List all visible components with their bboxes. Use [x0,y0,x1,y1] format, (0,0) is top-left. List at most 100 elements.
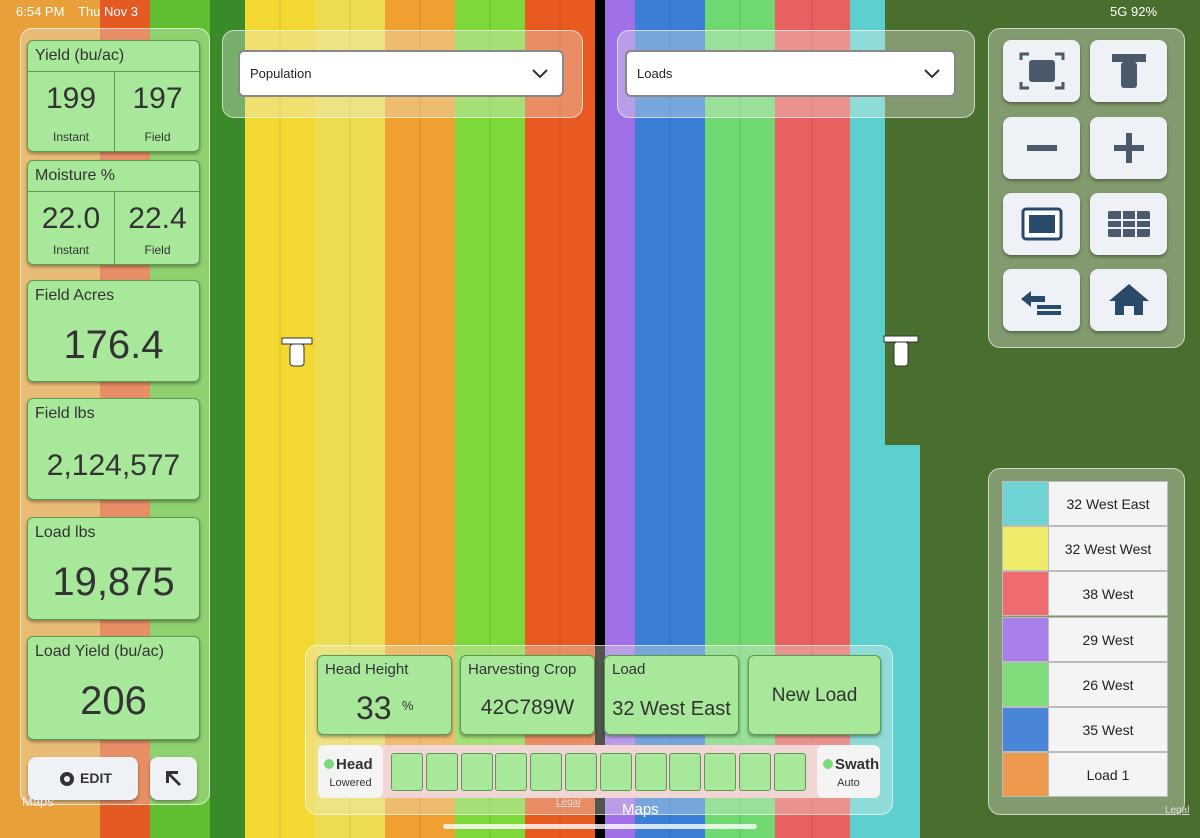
dropdown[interactable]: Loads [625,50,956,97]
map-control-button[interactable] [1090,269,1167,331]
map-control-button[interactable] [1003,193,1080,255]
stat-title: Moisture % [35,167,116,184]
stat-value: 197 [132,82,183,115]
button-icon [1021,207,1063,241]
status-battery: 92% [1131,4,1158,19]
expand-button[interactable] [150,757,197,800]
status-title: Load [612,661,646,678]
legend-row[interactable]: 38 West [1002,571,1168,617]
stat-title: Load lbs [35,524,96,541]
section-box[interactable] [634,753,667,791]
map-control-button[interactable] [1003,40,1080,102]
maps-attribution: Maps [622,801,659,818]
head-label: Head [336,756,373,773]
maps-attribution: Maps [22,794,54,809]
status-dot [324,759,334,769]
status-value: 32 West East [612,698,731,720]
head-toggle[interactable]: Head Lowered [318,745,383,798]
legend-row[interactable]: 32 West East [1002,481,1168,526]
status-tile[interactable]: Load 32 West East [604,655,739,735]
map-control-button[interactable] [1003,117,1080,179]
status-unit: % [402,698,414,713]
legend-name: 29 West [1082,631,1134,648]
stat-cell: 199 Instant [28,71,114,152]
status-title: Harvesting Crop [468,661,577,678]
legal-link[interactable]: Legal [1165,805,1190,816]
swath-toggle[interactable]: Swath Auto [817,745,880,798]
section-box[interactable] [425,753,458,791]
status-tile[interactable]: Harvesting Crop 42C789W [460,655,595,735]
stat-value: 2,124,577 [46,449,181,482]
map-control-button[interactable] [1090,193,1167,255]
button-icon [1112,54,1146,88]
button-icon [1109,284,1149,315]
section-box[interactable] [391,753,423,791]
edit-button[interactable]: EDIT [28,757,138,800]
legend-name: 35 West [1082,722,1134,738]
legend-row[interactable]: 35 West [1002,707,1168,752]
section-box[interactable] [599,753,632,791]
button-icon [1114,133,1144,163]
new-load-button[interactable]: New Load [748,655,881,735]
stat-value: 199 [45,82,97,115]
stat-tile[interactable]: Moisture % 22.0 Instant 22.4 Field [27,160,200,265]
stat-title: Yield (bu/ac) [35,47,125,64]
status-dot [823,759,833,769]
stat-tile[interactable]: Field Acres 176.4 [27,280,200,382]
status-value: 33 [356,690,392,726]
stat-title: Load Yield (bu/ac) [35,643,164,660]
legend-name: 32 West West [1064,541,1152,558]
gear-icon [60,772,74,786]
legend-swatch [1003,662,1049,706]
section-box[interactable] [565,753,597,791]
stat-cell: 197 Field [114,71,200,152]
section-box[interactable] [739,753,771,791]
button-icon [1027,145,1057,151]
status-value: 42C789W [480,696,575,719]
legend-swatch [1003,617,1049,661]
button-icon [1108,211,1150,237]
map-control-button[interactable] [1090,117,1167,179]
edit-label: EDIT [80,770,112,786]
status-tile[interactable]: Head Height 33% [317,655,452,735]
legend-name: 26 West [1082,676,1134,693]
head-state: Lowered [329,777,372,789]
section-box[interactable] [495,753,528,791]
section-bar: Head Lowered Swath Auto [318,745,880,798]
section-box[interactable] [530,753,563,791]
section-box[interactable] [669,753,702,791]
status-title: Head Height [325,661,409,678]
stat-tile[interactable]: Field lbs 2,124,577 [27,398,200,500]
stat-value: 19,875 [52,560,175,604]
legend-swatch [1003,482,1049,525]
section-box[interactable] [704,753,737,791]
stat-title: Field Acres [35,287,115,304]
swath-state: Auto [837,777,860,789]
legend-swatch [1003,572,1049,616]
stat-value: 206 [80,679,147,723]
section-box[interactable] [773,753,806,791]
stat-tile[interactable]: Load Yield (bu/ac) 206 [27,636,200,740]
status-time: 6:54 PM [16,4,65,19]
stat-cell: 22.4 Field [114,191,200,265]
legend-row[interactable]: 29 West [1002,616,1168,662]
swath-label: Swath [835,756,880,773]
stat-value: 176.4 [63,323,164,367]
legend-row[interactable]: 32 West West [1002,526,1168,572]
stat-cell: 22.0 Instant [28,191,114,265]
stat-tile[interactable]: Load lbs 19,875 [27,517,200,620]
legend-swatch [1003,708,1049,751]
stat-tile[interactable]: Yield (bu/ac) 199 Instant 197 Field [27,40,200,152]
legal-link[interactable]: Legal [556,797,581,808]
chevron [532,69,548,79]
map-control-button[interactable] [1003,269,1080,331]
legend-row[interactable]: 26 West [1002,661,1168,707]
map-control-button[interactable] [1090,40,1167,102]
legend-row[interactable]: Load 1 [1002,752,1168,798]
button-icon [1021,291,1061,315]
stat-value: 22.0 [41,202,101,235]
section-box[interactable] [460,753,493,791]
dropdown[interactable]: Population [238,50,564,97]
chevron [924,69,940,79]
